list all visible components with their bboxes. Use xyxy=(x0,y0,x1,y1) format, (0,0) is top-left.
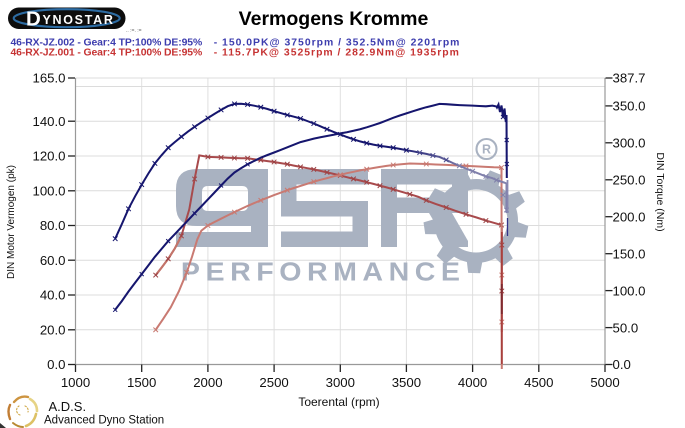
svg-text:100.0: 100.0 xyxy=(32,184,65,199)
svg-text:2000: 2000 xyxy=(193,375,222,390)
svg-text:YNOSTAR: YNOSTAR xyxy=(43,13,115,27)
svg-text:387.7: 387.7 xyxy=(613,71,646,86)
svg-text:150.0: 150.0 xyxy=(613,246,646,261)
svg-text:0.0: 0.0 xyxy=(613,357,631,372)
svg-text:140.0: 140.0 xyxy=(32,114,65,129)
svg-text:46-RX-JZ.001 - Gear:4 TP:100%: 46-RX-JZ.001 - Gear:4 TP:100% DE:95% - 11… xyxy=(11,48,460,59)
svg-text:3500: 3500 xyxy=(392,375,421,390)
svg-text:300.0: 300.0 xyxy=(613,136,646,151)
svg-text:4500: 4500 xyxy=(524,375,553,390)
svg-text:200.0: 200.0 xyxy=(613,209,646,224)
svg-text:DIN Motor Vermogen (pk): DIN Motor Vermogen (pk) xyxy=(6,165,17,279)
svg-text:20.0: 20.0 xyxy=(40,323,66,338)
svg-text:250.0: 250.0 xyxy=(613,173,646,188)
svg-text:120.0: 120.0 xyxy=(32,149,65,164)
svg-text:4000: 4000 xyxy=(458,375,487,390)
svg-text:R: R xyxy=(482,143,491,157)
svg-text:350.0: 350.0 xyxy=(613,99,646,114)
svg-text:165.0: 165.0 xyxy=(32,71,65,86)
svg-text:80.0: 80.0 xyxy=(40,218,66,233)
svg-text:DIN Torque (Nm): DIN Torque (Nm) xyxy=(654,152,666,231)
svg-text:2500: 2500 xyxy=(259,375,288,390)
svg-text:.. :=. :=: .. :=. := xyxy=(126,28,142,34)
svg-text:60.0: 60.0 xyxy=(40,253,66,268)
svg-text:Toerental (rpm): Toerental (rpm) xyxy=(298,395,379,409)
svg-text:D: D xyxy=(26,8,41,31)
svg-text:3000: 3000 xyxy=(326,375,355,390)
svg-text:40.0: 40.0 xyxy=(40,288,66,303)
svg-text:0.0: 0.0 xyxy=(47,357,65,372)
svg-text:A.D.S.: A.D.S. xyxy=(49,399,87,414)
svg-text:Vermogens Kromme: Vermogens Kromme xyxy=(239,8,429,30)
svg-text:1500: 1500 xyxy=(127,375,156,390)
svg-text:100.0: 100.0 xyxy=(613,283,646,298)
svg-text:PERFORMANCE: PERFORMANCE xyxy=(181,257,466,286)
svg-text:50.0: 50.0 xyxy=(613,320,639,335)
svg-text:46-RX-JZ.002 - Gear:4 TP:100%: 46-RX-JZ.002 - Gear:4 TP:100% DE:95% - 15… xyxy=(11,38,461,49)
svg-text:5000: 5000 xyxy=(590,375,619,390)
svg-text:1000: 1000 xyxy=(61,375,90,390)
svg-text:Advanced Dyno Station: Advanced Dyno Station xyxy=(44,415,164,427)
